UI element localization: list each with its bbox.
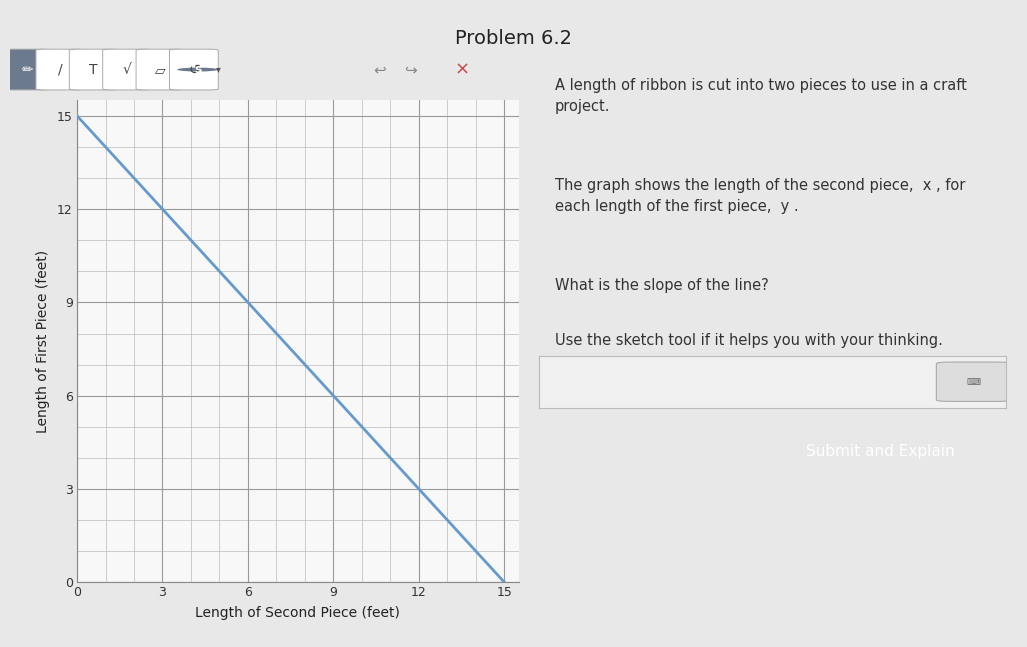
Y-axis label: Length of First Piece (feet): Length of First Piece (feet) xyxy=(36,250,50,433)
Text: s: s xyxy=(194,63,201,76)
FancyBboxPatch shape xyxy=(937,362,1012,401)
Text: ×: × xyxy=(455,61,469,78)
Text: What is the slope of the line?: What is the slope of the line? xyxy=(555,278,768,293)
Text: ⌨: ⌨ xyxy=(966,377,981,387)
FancyBboxPatch shape xyxy=(169,49,219,90)
Text: T: T xyxy=(89,63,98,76)
Text: Problem 6.2: Problem 6.2 xyxy=(455,29,572,48)
FancyBboxPatch shape xyxy=(136,49,185,90)
Text: /: / xyxy=(58,63,63,76)
Text: ✏: ✏ xyxy=(22,63,33,76)
Text: ↩: ↩ xyxy=(374,62,386,77)
Text: ↪: ↪ xyxy=(405,62,417,77)
Text: ▱: ▱ xyxy=(155,63,165,76)
FancyBboxPatch shape xyxy=(70,49,118,90)
Text: The graph shows the length of the second piece,  x , for
each length of the firs: The graph shows the length of the second… xyxy=(555,178,965,214)
Text: A length of ribbon is cut into two pieces to use in a craft
project.: A length of ribbon is cut into two piece… xyxy=(555,78,966,114)
Circle shape xyxy=(178,68,219,72)
Text: ▾: ▾ xyxy=(216,65,221,74)
Text: Submit and Explain: Submit and Explain xyxy=(806,444,955,459)
FancyBboxPatch shape xyxy=(103,49,152,90)
FancyBboxPatch shape xyxy=(2,49,51,90)
X-axis label: Length of Second Piece (feet): Length of Second Piece (feet) xyxy=(195,606,401,620)
Text: √: √ xyxy=(122,63,131,76)
FancyBboxPatch shape xyxy=(36,49,84,90)
Text: ↺: ↺ xyxy=(188,63,199,76)
Text: Use the sketch tool if it helps you with your thinking.: Use the sketch tool if it helps you with… xyxy=(555,333,943,348)
